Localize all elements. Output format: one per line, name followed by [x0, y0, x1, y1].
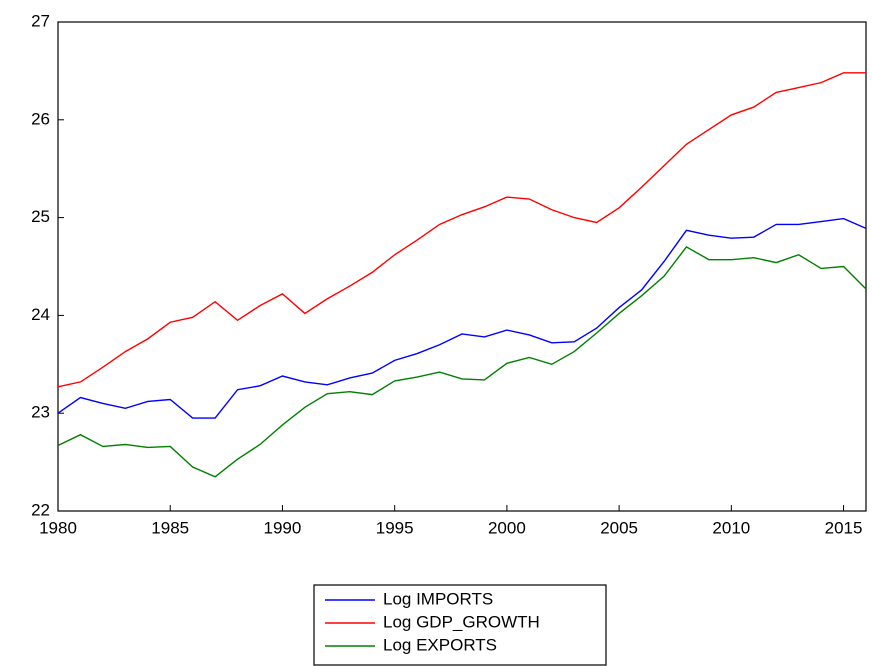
legend-label: Log GDP_GROWTH	[383, 612, 540, 631]
x-tick-label: 2005	[600, 518, 638, 537]
legend-label: Log IMPORTS	[383, 589, 493, 608]
x-tick-label: 2010	[712, 518, 750, 537]
series-line	[57, 217, 867, 419]
y-tick-label: 23	[31, 403, 50, 422]
x-tick-label: 1985	[151, 518, 189, 537]
x-tick-label: 2015	[825, 518, 863, 537]
y-tick-label: 25	[31, 207, 50, 226]
legend-label: Log EXPORTS	[383, 635, 497, 654]
series-line	[57, 72, 866, 388]
y-tick-label: 26	[31, 109, 50, 128]
x-tick-label: 1990	[264, 518, 302, 537]
plot-frame	[57, 21, 867, 512]
y-tick-label: 24	[31, 305, 50, 324]
x-tick-label: 2000	[488, 518, 526, 537]
legend-box	[313, 584, 607, 666]
x-tick-label: 1980	[39, 518, 77, 537]
y-tick-label: 27	[31, 11, 50, 30]
y-tick-label: 22	[31, 500, 50, 519]
series-line	[57, 246, 867, 478]
x-tick-label: 1995	[376, 518, 414, 537]
